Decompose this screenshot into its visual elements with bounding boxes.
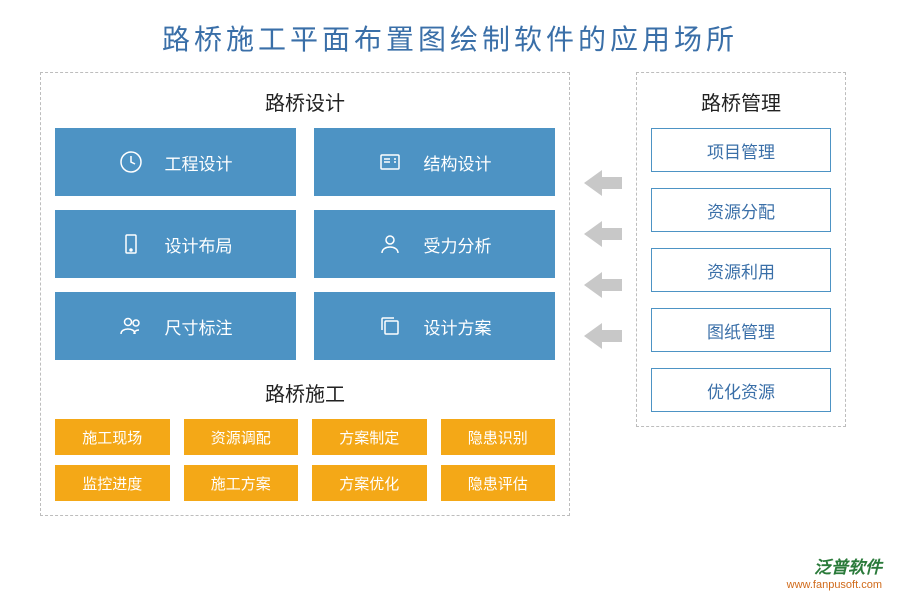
construction-tile: 施工方案 (184, 465, 299, 501)
construction-tile-grid: 施工现场 资源调配 方案制定 隐患识别 监控进度 施工方案 方案优化 隐患评估 (55, 419, 555, 501)
construction-tile: 施工现场 (55, 419, 170, 455)
stack-icon (378, 314, 402, 338)
design-tile-label: 设计方案 (424, 314, 492, 339)
construction-tile-label: 施工方案 (211, 473, 271, 494)
management-item-label: 项目管理 (707, 138, 775, 163)
design-tile-label: 受力分析 (424, 232, 492, 257)
device-icon (119, 232, 143, 256)
watermark-brand: 泛普软件 (787, 558, 882, 578)
design-tile: 受力分析 (314, 210, 555, 278)
management-item: 优化资源 (651, 368, 831, 412)
construction-tile-label: 隐患识别 (468, 427, 528, 448)
design-tile: 工程设计 (55, 128, 296, 196)
design-tile: 尺寸标注 (55, 292, 296, 360)
watermark: 泛普软件 www.fanpusoft.com (787, 558, 882, 592)
design-tile-label: 设计布局 (165, 232, 233, 257)
design-section-title: 路桥设计 (55, 83, 555, 128)
arrow-left-icon (584, 221, 622, 247)
form-icon (378, 150, 402, 174)
design-tile: 设计布局 (55, 210, 296, 278)
management-item-label: 优化资源 (707, 378, 775, 403)
management-item: 项目管理 (651, 128, 831, 172)
person-icon (378, 232, 402, 256)
design-tile-label: 工程设计 (165, 150, 233, 175)
design-tile: 设计方案 (314, 292, 555, 360)
design-tile-label: 尺寸标注 (165, 314, 233, 339)
arrows-column (584, 72, 622, 349)
left-column: 路桥设计 工程设计 结构设计 (40, 72, 570, 516)
clock-icon (119, 150, 143, 174)
watermark-url: www.fanpusoft.com (787, 579, 882, 592)
construction-section-title: 路桥施工 (55, 360, 555, 419)
construction-tile: 隐患评估 (441, 465, 556, 501)
management-item: 资源分配 (651, 188, 831, 232)
construction-tile-label: 监控进度 (82, 473, 142, 494)
construction-tile-label: 隐患评估 (468, 473, 528, 494)
management-item-label: 资源利用 (707, 258, 775, 283)
construction-tile-label: 方案制定 (339, 427, 399, 448)
construction-tile: 方案优化 (312, 465, 427, 501)
management-item-label: 资源分配 (707, 198, 775, 223)
construction-tile: 资源调配 (184, 419, 299, 455)
design-construction-box: 路桥设计 工程设计 结构设计 (40, 72, 570, 516)
main-container: 路桥设计 工程设计 结构设计 (0, 72, 900, 516)
management-item: 图纸管理 (651, 308, 831, 352)
construction-tile: 隐患识别 (441, 419, 556, 455)
management-box: 路桥管理 项目管理 资源分配 资源利用 图纸管理 优化资源 (636, 72, 846, 427)
management-list: 项目管理 资源分配 资源利用 图纸管理 优化资源 (651, 128, 831, 412)
people-icon (119, 314, 143, 338)
right-column: 路桥管理 项目管理 资源分配 资源利用 图纸管理 优化资源 (636, 72, 846, 427)
design-tile: 结构设计 (314, 128, 555, 196)
page-title: 路桥施工平面布置图绘制软件的应用场所 (0, 0, 900, 72)
management-item: 资源利用 (651, 248, 831, 292)
construction-tile-label: 施工现场 (82, 427, 142, 448)
construction-tile-label: 方案优化 (339, 473, 399, 494)
arrow-left-icon (584, 272, 622, 298)
design-tile-label: 结构设计 (424, 150, 492, 175)
arrow-left-icon (584, 323, 622, 349)
construction-tile: 方案制定 (312, 419, 427, 455)
arrow-left-icon (584, 170, 622, 196)
construction-tile-label: 资源调配 (211, 427, 271, 448)
construction-tile: 监控进度 (55, 465, 170, 501)
management-item-label: 图纸管理 (707, 318, 775, 343)
management-section-title: 路桥管理 (651, 83, 831, 128)
design-tile-grid: 工程设计 结构设计 设计布局 (55, 128, 555, 360)
